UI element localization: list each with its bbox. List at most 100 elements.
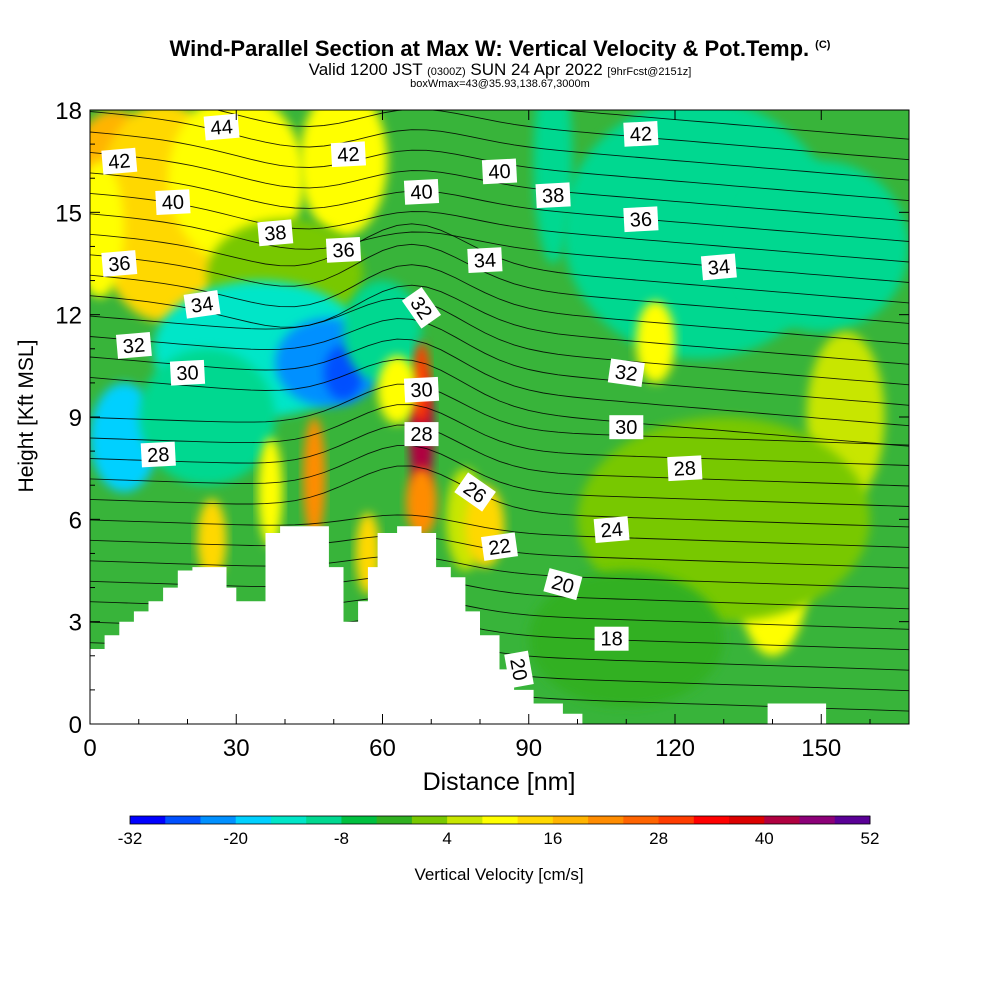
contour-label: 42 (101, 147, 138, 175)
contour-label-box (623, 121, 659, 147)
colorbar-tick-label: 4 (442, 829, 451, 848)
colorbar-swatch (270, 816, 307, 824)
y-tick-label: 6 (69, 507, 82, 534)
contour-label-box (257, 219, 294, 247)
contour-label-box (404, 422, 439, 447)
contour-label-text: 44 (210, 116, 234, 140)
chart-box-info: boxWmax=43@35.93,138.67,3000m (410, 78, 590, 90)
y-tick-label: 0 (69, 712, 82, 739)
contour-label: 40 (481, 158, 518, 185)
contour-label-box (535, 182, 571, 209)
contour-label: 28 (667, 455, 703, 482)
contour-label-box (594, 626, 629, 651)
contour-label-text: 32 (122, 334, 146, 358)
contour-label-box (325, 237, 362, 263)
x-tick-label: 30 (223, 735, 250, 762)
colorbar-tick-label: 28 (649, 829, 668, 848)
contour-label-text: 38 (541, 185, 564, 208)
contour-label-text: 38 (263, 222, 287, 246)
contour-label-text: 24 (600, 519, 624, 543)
colorbar-swatch (588, 816, 624, 824)
colorbar (129, 815, 871, 825)
colorbar-tick-label: -32 (118, 829, 143, 848)
isentrope-line (90, 445, 909, 507)
contour-label: 38 (257, 219, 294, 247)
isentrope-line (90, 264, 909, 345)
contour-label-box (700, 253, 737, 281)
contour-label: 22 (480, 532, 519, 561)
colorbar-tick-label: 16 (543, 829, 562, 848)
colorbar-swatch (729, 816, 765, 824)
contour-label-box (607, 358, 645, 387)
velocity-cell (299, 110, 388, 237)
y-tick-label: 12 (55, 303, 82, 330)
velocity-cell (258, 437, 283, 547)
velocity-cell (90, 161, 125, 298)
contour-label-box (481, 158, 518, 185)
colorbar-tick-label: -8 (334, 829, 349, 848)
isentrope-line (90, 172, 909, 242)
contour-label-text: 42 (337, 144, 360, 167)
isentrope-line (90, 359, 909, 447)
contour-label-text: 22 (487, 535, 512, 560)
contour-label-box (543, 568, 583, 601)
contour-label-text: 32 (614, 361, 639, 386)
colorbar-swatch (341, 816, 378, 824)
colorbar-swatch (447, 816, 483, 824)
contour-label-box (155, 189, 191, 215)
velocity-cell (733, 161, 909, 332)
terrain-mask (90, 526, 909, 724)
colorbar-ticks: -32 -20 -8 4 16 28 40 52 (118, 829, 880, 848)
contour-label: 20 (504, 650, 534, 689)
contour-label-text: 30 (410, 379, 433, 402)
contour-label-box (480, 532, 519, 561)
y-tick-label: 3 (69, 610, 82, 637)
x-tick-label: 120 (655, 735, 695, 762)
isentrope-line (215, 110, 909, 161)
y-tick-label: 15 (55, 200, 82, 227)
contour-label-box (183, 290, 221, 319)
y-tick-label: 9 (69, 405, 82, 432)
isentrope-line (90, 465, 909, 528)
x-axis-ticks: 0 30 60 90 120 150 (83, 110, 871, 762)
contour-label-box (403, 376, 440, 403)
x-tick-label: 60 (369, 735, 396, 762)
colorbar-swatch (235, 816, 272, 824)
contour-label: 38 (535, 182, 571, 209)
colorbar-swatch (482, 816, 519, 824)
contour-label-box (115, 331, 152, 359)
contour-label-text: 36 (332, 239, 355, 262)
velocity-cell (303, 417, 326, 540)
x-tick-label: 0 (83, 735, 96, 762)
colorbar-tick-label: -20 (223, 829, 248, 848)
contour-label-box (667, 455, 703, 482)
isentrope-line (90, 297, 909, 386)
contour-label: 30 (169, 359, 206, 386)
contour-label-text: 30 (176, 362, 199, 385)
contour-label: 32 (607, 358, 645, 387)
y-axis-label: Height [Kft MSL] (15, 340, 38, 493)
colorbar-swatch (130, 816, 166, 824)
contour-label-text: 34 (707, 256, 731, 280)
contour-label-box (623, 206, 659, 233)
contour-label-text: 36 (107, 253, 131, 277)
colorbar-swatch (517, 816, 554, 824)
contour-label-box (101, 250, 138, 277)
velocity-cell (577, 416, 870, 622)
contour-label-text: 36 (629, 209, 652, 232)
colorbar-swatch (693, 816, 730, 824)
contour-label-box (203, 113, 240, 141)
colorbar-swatch (764, 816, 801, 824)
contour-label: 40 (403, 179, 440, 205)
contour-label-box (330, 141, 367, 168)
contour-label: 20 (543, 568, 583, 601)
contour-label-box (401, 286, 442, 329)
x-tick-label: 150 (801, 735, 841, 762)
contour-label-text: 40 (488, 161, 511, 184)
contour-label-text: 28 (147, 444, 170, 467)
isentrope-line (90, 424, 909, 487)
colorbar-tick-label: 40 (755, 829, 774, 848)
contour-label-box (593, 516, 630, 544)
velocity-cell (197, 498, 227, 581)
